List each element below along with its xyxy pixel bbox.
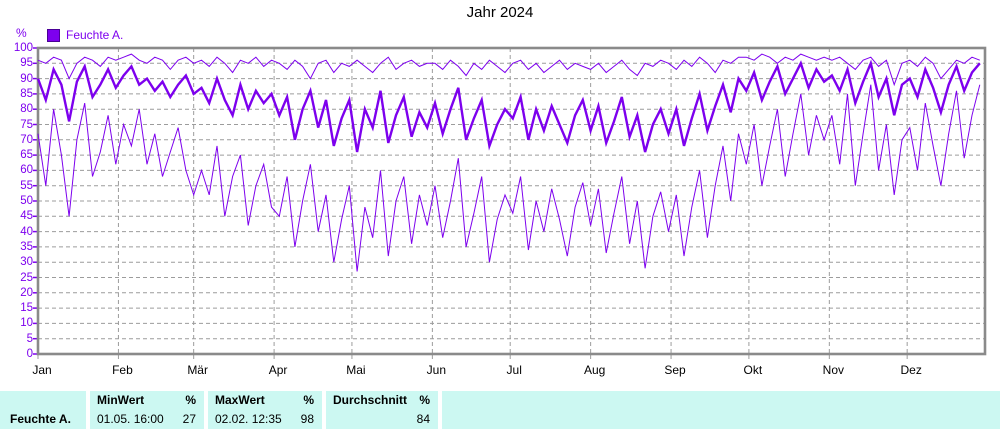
y-tick-label: 30 bbox=[20, 256, 33, 269]
y-tick-label: 40 bbox=[20, 225, 33, 238]
x-month-label: Jun bbox=[426, 363, 447, 377]
maxwert-header: MaxWert bbox=[215, 393, 265, 407]
y-tick-label: 35 bbox=[20, 240, 33, 253]
y-tick-label: 80 bbox=[20, 103, 33, 116]
durchschnitt-unit: % bbox=[419, 393, 430, 407]
series-line bbox=[36, 59, 981, 153]
series-line bbox=[37, 84, 981, 272]
stats-table: Feuchte A. MinWert % 01.05. 16:00 27 Max… bbox=[0, 391, 1000, 429]
legend-color-swatch-icon bbox=[47, 28, 60, 42]
durchschnitt-header: Durchschnitt bbox=[333, 393, 408, 407]
table-column-divider bbox=[438, 391, 442, 429]
x-month-label: Dez bbox=[900, 363, 922, 377]
x-month-label: Jan bbox=[32, 363, 52, 377]
maxwert-value: 98 bbox=[300, 412, 314, 426]
stats-table-filler bbox=[442, 391, 1000, 429]
y-axis-unit-label: % bbox=[16, 26, 27, 40]
y-tick-label: 95 bbox=[20, 57, 33, 70]
stat-cell-maxwert: MaxWert % 02.02. 12:35 98 bbox=[208, 391, 322, 429]
y-tick-label: 20 bbox=[20, 286, 33, 299]
stat-cell-durchschnitt: Durchschnitt % 84 bbox=[326, 391, 438, 429]
y-tick-label: 65 bbox=[20, 149, 33, 162]
maxwert-time: 02.02. 12:35 bbox=[215, 412, 282, 426]
y-tick-label: 25 bbox=[20, 271, 33, 284]
chart-title: Jahr 2024 bbox=[466, 4, 534, 21]
x-month-label: Nov bbox=[822, 363, 844, 377]
y-tick-label: 100 bbox=[13, 42, 33, 54]
y-tick-label: 10 bbox=[20, 317, 33, 330]
legend: Feuchte A. bbox=[47, 28, 123, 42]
minwert-value: 27 bbox=[182, 412, 196, 426]
maxwert-unit: % bbox=[303, 393, 314, 407]
x-month-label: Okt bbox=[743, 363, 763, 377]
y-tick-label: 15 bbox=[20, 302, 33, 315]
minwert-unit: % bbox=[185, 393, 196, 407]
minwert-time: 01.05. 16:00 bbox=[97, 412, 164, 426]
table-column-divider bbox=[322, 391, 326, 429]
plot-frame bbox=[36, 46, 987, 356]
stats-row-label: Feuchte A. bbox=[0, 391, 86, 429]
legend-label: Feuchte A. bbox=[66, 28, 124, 42]
y-tick-label: 70 bbox=[20, 133, 33, 146]
y-tick-label: 60 bbox=[20, 164, 33, 177]
x-month-label: Mär bbox=[187, 363, 208, 377]
x-month-label: Sep bbox=[664, 363, 686, 377]
y-tick-label: 45 bbox=[20, 210, 33, 223]
series-line bbox=[37, 53, 980, 87]
x-month-label: Apr bbox=[268, 363, 288, 377]
stat-cell-minwert: MinWert % 01.05. 16:00 27 bbox=[90, 391, 204, 429]
y-tick-label: 5 bbox=[26, 332, 33, 345]
y-tick-label: 90 bbox=[20, 72, 33, 85]
x-month-label: Mai bbox=[346, 363, 366, 377]
durchschnitt-value: 84 bbox=[416, 412, 430, 426]
x-month-label: Feb bbox=[112, 363, 133, 377]
y-tick-label: 85 bbox=[20, 87, 33, 100]
y-tick-label: 75 bbox=[20, 118, 33, 131]
x-month-label: Aug bbox=[583, 363, 606, 377]
y-tick-label: 55 bbox=[20, 179, 33, 192]
minwert-header: MinWert bbox=[97, 393, 145, 407]
x-month-label: Jul bbox=[506, 363, 522, 377]
y-tick-label: 0 bbox=[26, 348, 33, 360]
y-tick-label: 50 bbox=[20, 195, 33, 207]
table-column-divider bbox=[86, 391, 90, 429]
plot-area bbox=[33, 46, 987, 359]
table-column-divider bbox=[204, 391, 208, 429]
